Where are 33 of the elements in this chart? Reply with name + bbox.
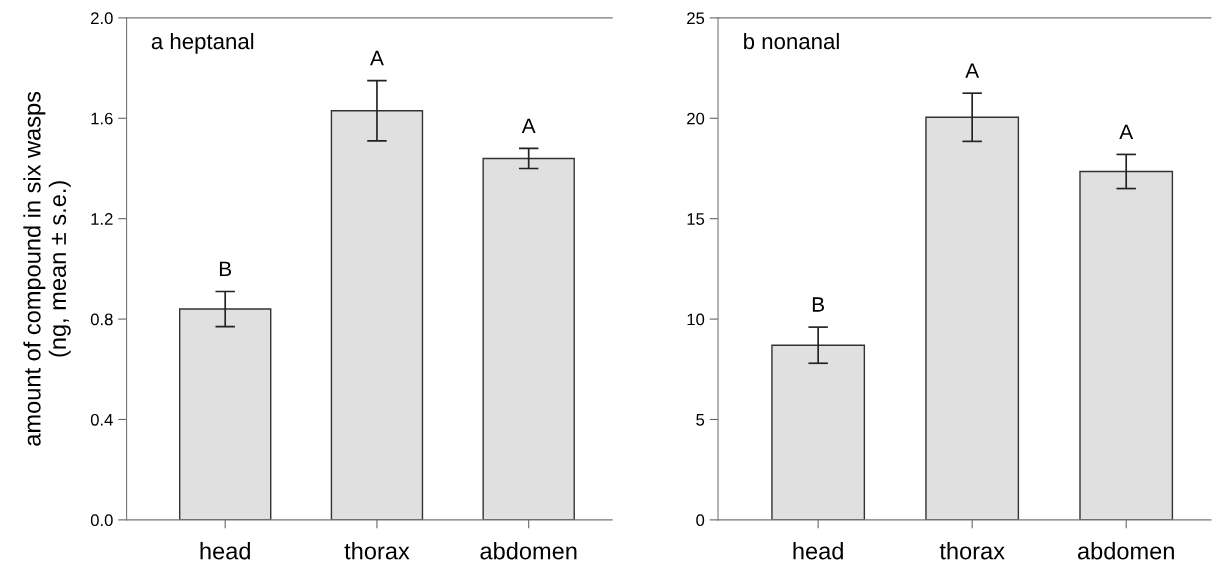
bar bbox=[771, 344, 866, 520]
x-tick-label: head bbox=[200, 542, 250, 560]
y-tick-label: 10 bbox=[687, 313, 705, 326]
y-tick-label: 20 bbox=[687, 112, 705, 125]
y-tick-label: 15 bbox=[687, 213, 705, 225]
bar bbox=[178, 308, 272, 520]
annotation: B bbox=[219, 261, 232, 277]
annotation: A bbox=[521, 118, 536, 133]
y-tick-label: 0.0 bbox=[90, 514, 113, 527]
text: b nonanal bbox=[744, 32, 839, 50]
x-tick-label: abdomen bbox=[1077, 542, 1174, 560]
bar bbox=[925, 116, 1020, 520]
x-tick-label: abdomen bbox=[480, 542, 577, 560]
y-tick-label: 1.6 bbox=[91, 112, 113, 125]
annotation: A bbox=[965, 63, 980, 78]
y-tick-label: 5 bbox=[696, 414, 705, 426]
annotation: B bbox=[812, 297, 824, 312]
text: a heptanal bbox=[151, 32, 254, 54]
annotation: A bbox=[370, 50, 384, 66]
bar bbox=[330, 110, 424, 520]
y-tick-label: 0.4 bbox=[90, 413, 113, 426]
y-axis-title: amount of compound in six wasps (ng, mean ± s.e.) bbox=[23, 91, 71, 446]
x-tick-label: thorax bbox=[939, 542, 1005, 560]
y-tick-label: 1.2 bbox=[91, 213, 113, 225]
y-tick-label: 0 bbox=[696, 514, 705, 527]
y-tick-label: 25 bbox=[687, 12, 705, 25]
annotation: A bbox=[1119, 124, 1134, 139]
y-tick-label: 0.8 bbox=[90, 313, 113, 326]
y-tick-label: 2.0 bbox=[91, 12, 113, 25]
bar bbox=[1079, 170, 1174, 520]
bar bbox=[482, 157, 575, 520]
x-tick-label: thorax bbox=[344, 542, 410, 560]
x-tick-label: head bbox=[793, 542, 843, 560]
